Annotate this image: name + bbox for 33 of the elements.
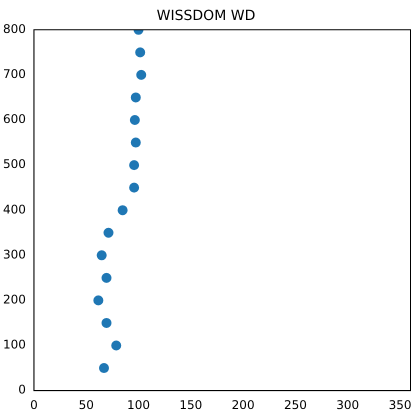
point — [129, 160, 140, 170]
point — [98, 363, 109, 374]
x-tick-label: 200 — [232, 398, 255, 412]
point — [118, 205, 128, 216]
x-tick-label: 250 — [284, 398, 307, 412]
point — [103, 228, 114, 238]
y-tick-label: 200 — [3, 292, 26, 307]
point — [130, 115, 140, 125]
point — [93, 295, 104, 306]
y-tick-label: 800 — [3, 22, 26, 36]
x-tick-label: 50 — [78, 398, 94, 412]
x-tick-label: 100 — [127, 398, 150, 412]
chart-title: WISSDOM WD — [156, 8, 256, 24]
point — [130, 138, 141, 148]
x-tick-label: 350 — [388, 398, 412, 412]
x-tick-label: 300 — [336, 398, 360, 412]
point — [136, 70, 146, 80]
y-tick-label: 500 — [3, 157, 26, 172]
point — [111, 340, 122, 350]
y-tick-label: 400 — [3, 202, 26, 216]
y-tick-label: 300 — [3, 247, 26, 262]
y-tick-label: 0 — [18, 382, 26, 397]
point — [130, 92, 141, 102]
x-tick-label: 150 — [179, 398, 202, 412]
x-tick-label: 0 — [30, 398, 38, 412]
point — [135, 47, 146, 58]
y-tick-label: 700 — [3, 67, 26, 82]
y-tick-label: 100 — [3, 338, 26, 352]
point — [102, 318, 112, 328]
point — [129, 182, 140, 193]
point — [96, 250, 107, 260]
point — [102, 272, 112, 283]
y-tick-label: 600 — [3, 112, 26, 126]
